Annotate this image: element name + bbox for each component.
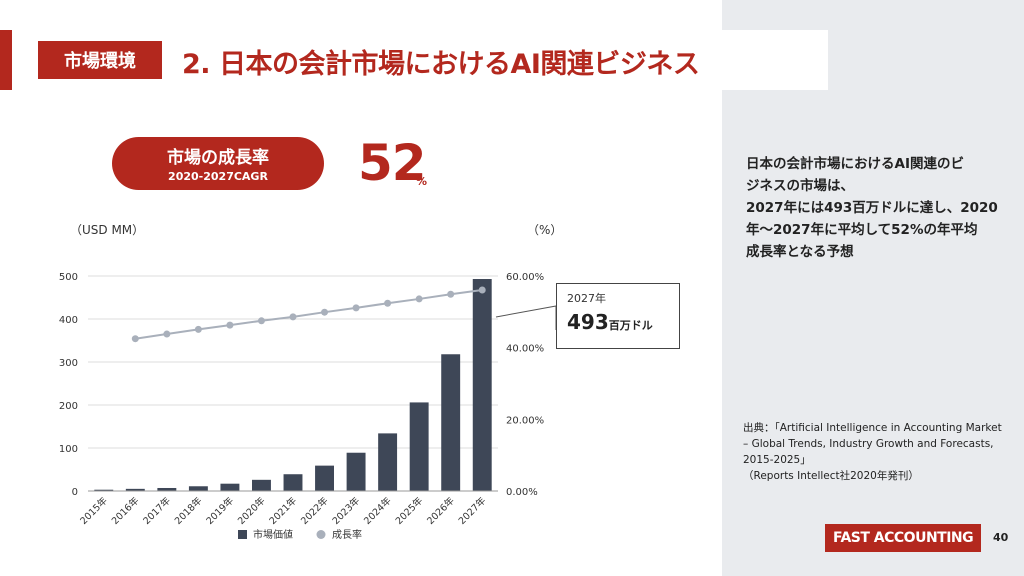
source-line: （Reports Intellect社2020年発刊）: [743, 470, 919, 482]
callout-box: 2027年 493百万ドル: [556, 283, 680, 349]
y2-tick-label: 0.00%: [506, 487, 538, 498]
callout-value: 493百万ドル: [567, 310, 669, 334]
bar: [94, 489, 114, 491]
bar: [188, 486, 208, 491]
growth-point: [194, 325, 202, 333]
source-line: 出典：「Artificial Intelligence in Accountin…: [743, 422, 1002, 434]
y-tick-label: 500: [59, 272, 78, 283]
y-tick-label: 200: [59, 401, 78, 412]
callout-number: 493: [567, 310, 609, 334]
source-note: 出典：「Artificial Intelligence in Accountin…: [743, 420, 1015, 484]
market-chart: 0 100 200 300 400 500 0.00% 20.00% 40.00% 60.00% 2…: [59, 272, 557, 541]
bar: [378, 433, 398, 491]
right-panel: [722, 0, 1024, 576]
growth-point: [415, 295, 423, 303]
x-tick-label: 2017年: [141, 494, 174, 527]
y-tick-label: 300: [59, 358, 78, 369]
x-tick-label: 2026年: [425, 494, 458, 527]
legend-line-label: 成長率: [332, 528, 362, 541]
description-line: 年～2027年に平均して52%の年平均: [746, 222, 978, 238]
company-logo: FAST ACCOUNTING: [825, 524, 982, 552]
right-axis-unit: （%）: [527, 223, 563, 237]
x-tick-label: 2015年: [78, 494, 111, 527]
y2-tick-label: 60.00%: [506, 272, 544, 283]
callout-year: 2027年: [567, 292, 606, 305]
growth-point: [163, 330, 171, 338]
callout-connector: [495, 305, 557, 330]
bar: [157, 487, 177, 491]
bar: [441, 354, 461, 491]
page-number: 40: [993, 531, 1009, 544]
growth-point: [257, 317, 265, 325]
accent-bar: [0, 30, 12, 90]
description-line: 2027年には493百万ドルに達し、2020: [746, 200, 998, 216]
x-tick-label: 2020年: [235, 494, 268, 527]
source-line: – Global Trends, Industry Growth and For…: [743, 438, 994, 450]
kpi-value: 52: [358, 134, 427, 192]
page-title: 2. 日本の会計市場におけるAI関連ビジネス: [182, 49, 700, 80]
kpi-unit: %: [416, 175, 428, 188]
growth-point: [447, 290, 455, 298]
description: 日本の会計市場におけるAI関連のビ ジネスの市場は、 2027年には493百万ド…: [746, 153, 1014, 263]
bar: [283, 474, 303, 491]
callout-unit: 百万ドル: [608, 319, 653, 332]
growth-point: [226, 321, 234, 329]
growth-point: [289, 313, 297, 321]
y-tick-label: 100: [59, 444, 78, 455]
kpi-sublabel: 2020-2027CAGR: [168, 170, 268, 183]
growth-point: [384, 299, 392, 307]
kpi-pill: 市場の成長率 2020-2027CAGR: [112, 137, 324, 190]
description-line: ジネスの市場は、: [746, 178, 854, 194]
bar: [252, 479, 271, 491]
x-tick-label: 2027年: [456, 494, 489, 527]
left-axis-unit: （USD MM）: [70, 223, 145, 237]
legend-line-swatch: [316, 530, 326, 539]
section-tag: 市場環境: [38, 41, 162, 79]
growth-line: [135, 288, 483, 340]
source-line: 2015-2025」: [743, 454, 811, 466]
x-tick-label: 2024年: [361, 494, 394, 527]
bar: [346, 452, 366, 491]
logo-text: FAST ACCOUNTING: [825, 524, 982, 552]
growth-point: [131, 335, 139, 343]
x-tick-label: 2025年: [393, 494, 426, 527]
bar: [125, 488, 145, 491]
y-tick-label: 400: [59, 315, 78, 326]
x-tick-label: 2019年: [204, 494, 237, 527]
x-tick-label: 2022年: [298, 494, 331, 527]
x-tick-label: 2023年: [330, 494, 363, 527]
growth-point: [352, 304, 360, 312]
legend-bar-swatch: [238, 530, 247, 539]
bar: [472, 279, 492, 491]
x-tick-label: 2021年: [267, 494, 300, 527]
growth-point: [321, 308, 329, 316]
x-tick-label: 2018年: [172, 494, 205, 527]
description-line: 日本の会計市場におけるAI関連のビ: [746, 156, 964, 172]
x-tick-label: 2016年: [109, 494, 142, 527]
legend-bar-label: 市場価値: [253, 528, 293, 541]
y-tick-label: 0: [72, 487, 78, 498]
bar: [220, 483, 240, 491]
bar: [409, 402, 429, 491]
bar: [315, 465, 334, 491]
y2-tick-label: 40.00%: [506, 344, 544, 355]
y2-tick-label: 20.00%: [506, 415, 544, 426]
description-line: 成長率となる予想: [746, 244, 854, 260]
kpi-label: 市場の成長率: [167, 148, 269, 168]
growth-point: [478, 286, 486, 294]
